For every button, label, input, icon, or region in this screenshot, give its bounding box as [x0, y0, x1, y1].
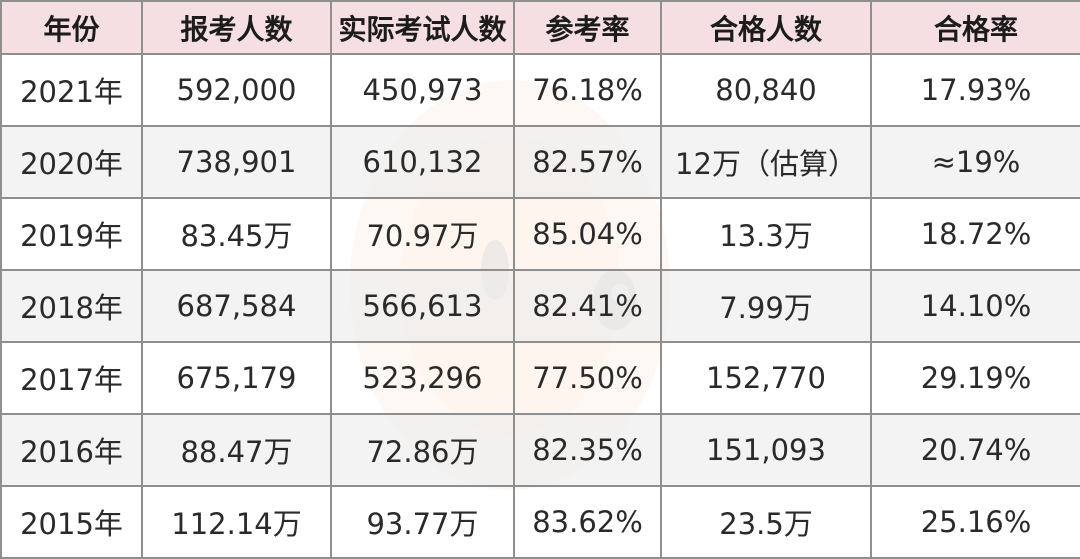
cell-pass-rate: 20.74% [870, 413, 1080, 487]
cell-actual-takers: 610,132 [330, 125, 515, 199]
cell-registered: 112.14万 [141, 485, 332, 559]
table-row: 2019年 83.45万 70.97万 85.04% 13.3万 18.72% [0, 197, 1080, 271]
cell-actual-takers: 72.86万 [330, 413, 515, 487]
cell-registered: 687,584 [141, 269, 332, 343]
header-attendance-rate: 参考率 [513, 0, 662, 55]
cell-attendance-rate: 82.57% [513, 125, 662, 199]
cell-passed: 80,840 [660, 53, 872, 127]
table-row: 2021年 592,000 450,973 76.18% 80,840 17.9… [0, 53, 1080, 127]
cell-year: 2020年 [0, 125, 143, 199]
cell-registered: 592,000 [141, 53, 332, 127]
header-actual-takers: 实际考试人数 [330, 0, 515, 55]
cell-passed: 13.3万 [660, 197, 872, 271]
cell-attendance-rate: 82.35% [513, 413, 662, 487]
cell-passed: 152,770 [660, 341, 872, 415]
cell-year: 2017年 [0, 341, 143, 415]
cell-attendance-rate: 83.62% [513, 485, 662, 559]
cell-year: 2021年 [0, 53, 143, 127]
table-row: 2017年 675,179 523,296 77.50% 152,770 29.… [0, 341, 1080, 415]
cell-attendance-rate: 76.18% [513, 53, 662, 127]
table-row: 2020年 738,901 610,132 82.57% 12万（估算） ≈19… [0, 125, 1080, 199]
cell-attendance-rate: 85.04% [513, 197, 662, 271]
cell-passed: 151,093 [660, 413, 872, 487]
cell-passed: 23.5万 [660, 485, 872, 559]
cell-registered: 675,179 [141, 341, 332, 415]
header-row: 年份 报考人数 实际考试人数 参考率 合格人数 合格率 [0, 0, 1080, 55]
cell-pass-rate: 17.93% [870, 53, 1080, 127]
cell-pass-rate: 25.16% [870, 485, 1080, 559]
cell-pass-rate: 29.19% [870, 341, 1080, 415]
cell-registered: 738,901 [141, 125, 332, 199]
cell-registered: 88.47万 [141, 413, 332, 487]
table-row: 2016年 88.47万 72.86万 82.35% 151,093 20.74… [0, 413, 1080, 487]
cell-year: 2016年 [0, 413, 143, 487]
cell-attendance-rate: 82.41% [513, 269, 662, 343]
header-pass-rate: 合格率 [870, 0, 1080, 55]
cell-actual-takers: 450,973 [330, 53, 515, 127]
header-passed: 合格人数 [660, 0, 872, 55]
cell-actual-takers: 70.97万 [330, 197, 515, 271]
header-registered: 报考人数 [141, 0, 332, 55]
cell-actual-takers: 566,613 [330, 269, 515, 343]
cell-attendance-rate: 77.50% [513, 341, 662, 415]
cell-passed: 12万（估算） [660, 125, 872, 199]
cell-pass-rate: 18.72% [870, 197, 1080, 271]
table-row: 2015年 112.14万 93.77万 83.62% 23.5万 25.16% [0, 485, 1080, 559]
cell-year: 2015年 [0, 485, 143, 559]
cell-registered: 83.45万 [141, 197, 332, 271]
cell-pass-rate: 14.10% [870, 269, 1080, 343]
cell-year: 2018年 [0, 269, 143, 343]
cell-year: 2019年 [0, 197, 143, 271]
header-year: 年份 [0, 0, 143, 55]
cell-actual-takers: 93.77万 [330, 485, 515, 559]
cell-pass-rate: ≈19% [870, 125, 1080, 199]
cell-passed: 7.99万 [660, 269, 872, 343]
table-row: 2018年 687,584 566,613 82.41% 7.99万 14.10… [0, 269, 1080, 343]
cell-actual-takers: 523,296 [330, 341, 515, 415]
